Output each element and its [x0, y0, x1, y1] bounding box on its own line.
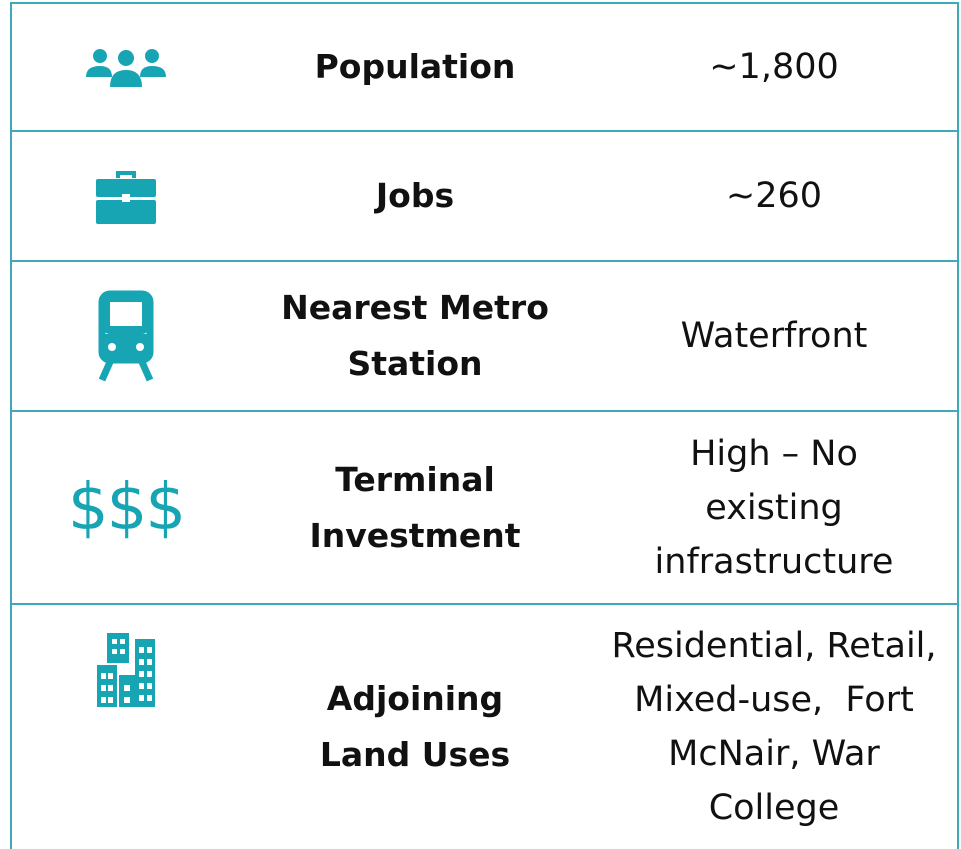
icon-cell: [12, 262, 240, 410]
value-line: infrastructure: [654, 541, 894, 582]
value-line: ~1,800: [709, 47, 839, 87]
table-row: $$$ Terminal Investment High – No existing…: [12, 412, 958, 603]
icon-cell: [12, 132, 240, 260]
value-line: Mixed-use, Fort: [634, 680, 914, 720]
value-line: High – No: [690, 433, 858, 474]
icon-cell: [12, 4, 240, 130]
value-line: McNair, War: [668, 734, 880, 774]
row-border: [10, 130, 958, 132]
value-line: ~260: [725, 176, 823, 216]
label-cell: Population: [240, 4, 590, 130]
value-line: College: [708, 788, 840, 828]
label-cell: Terminal Investment: [240, 412, 590, 603]
value-line: Waterfront: [680, 316, 868, 356]
icon-text: $$$: [67, 470, 186, 545]
label-cell: Nearest Metro Station: [240, 262, 590, 410]
table-row: Jobs ~260: [12, 132, 958, 260]
icon-cell: $$$: [12, 412, 240, 603]
label-cell: Adjoining Land Uses: [240, 605, 590, 849]
train-icon: [98, 290, 154, 382]
value-cell: Waterfront: [590, 262, 958, 410]
label-line: Adjoining: [326, 679, 504, 718]
label-line: Jobs: [375, 176, 455, 215]
value-cell: Residential, Retail, Mixed-use, Fort McNai…: [590, 605, 958, 849]
label-line: Terminal: [335, 459, 495, 499]
table-border: [957, 2, 959, 849]
value-cell: ~1,800: [590, 4, 958, 130]
people-icon: [86, 49, 166, 87]
icon-cell: [12, 605, 240, 849]
value-cell: High – No existing infrastructure: [590, 412, 958, 603]
row-border: [10, 603, 958, 605]
value-line: existing: [705, 487, 843, 528]
table-border: [10, 2, 12, 849]
table-row: Population ~1,800: [12, 4, 958, 130]
value-line: Residential, Retail,: [611, 626, 937, 666]
label-cell: Jobs: [240, 132, 590, 260]
row-border: [10, 2, 958, 4]
row-border: [10, 260, 958, 262]
label-line: Nearest Metro: [281, 288, 549, 327]
label-line: Investment: [309, 515, 521, 555]
briefcase-icon: [96, 171, 156, 224]
buildings-icon: [97, 633, 155, 707]
value-cell: ~260: [590, 132, 958, 260]
label-line: Population: [314, 47, 516, 86]
row-border: [10, 410, 958, 412]
table-row: Nearest Metro Station Waterfront: [12, 262, 958, 410]
table-row: Adjoining Land Uses Residential, Retail, M…: [12, 605, 958, 849]
label-line: Station: [347, 344, 483, 383]
label-line: Land Uses: [319, 735, 511, 774]
